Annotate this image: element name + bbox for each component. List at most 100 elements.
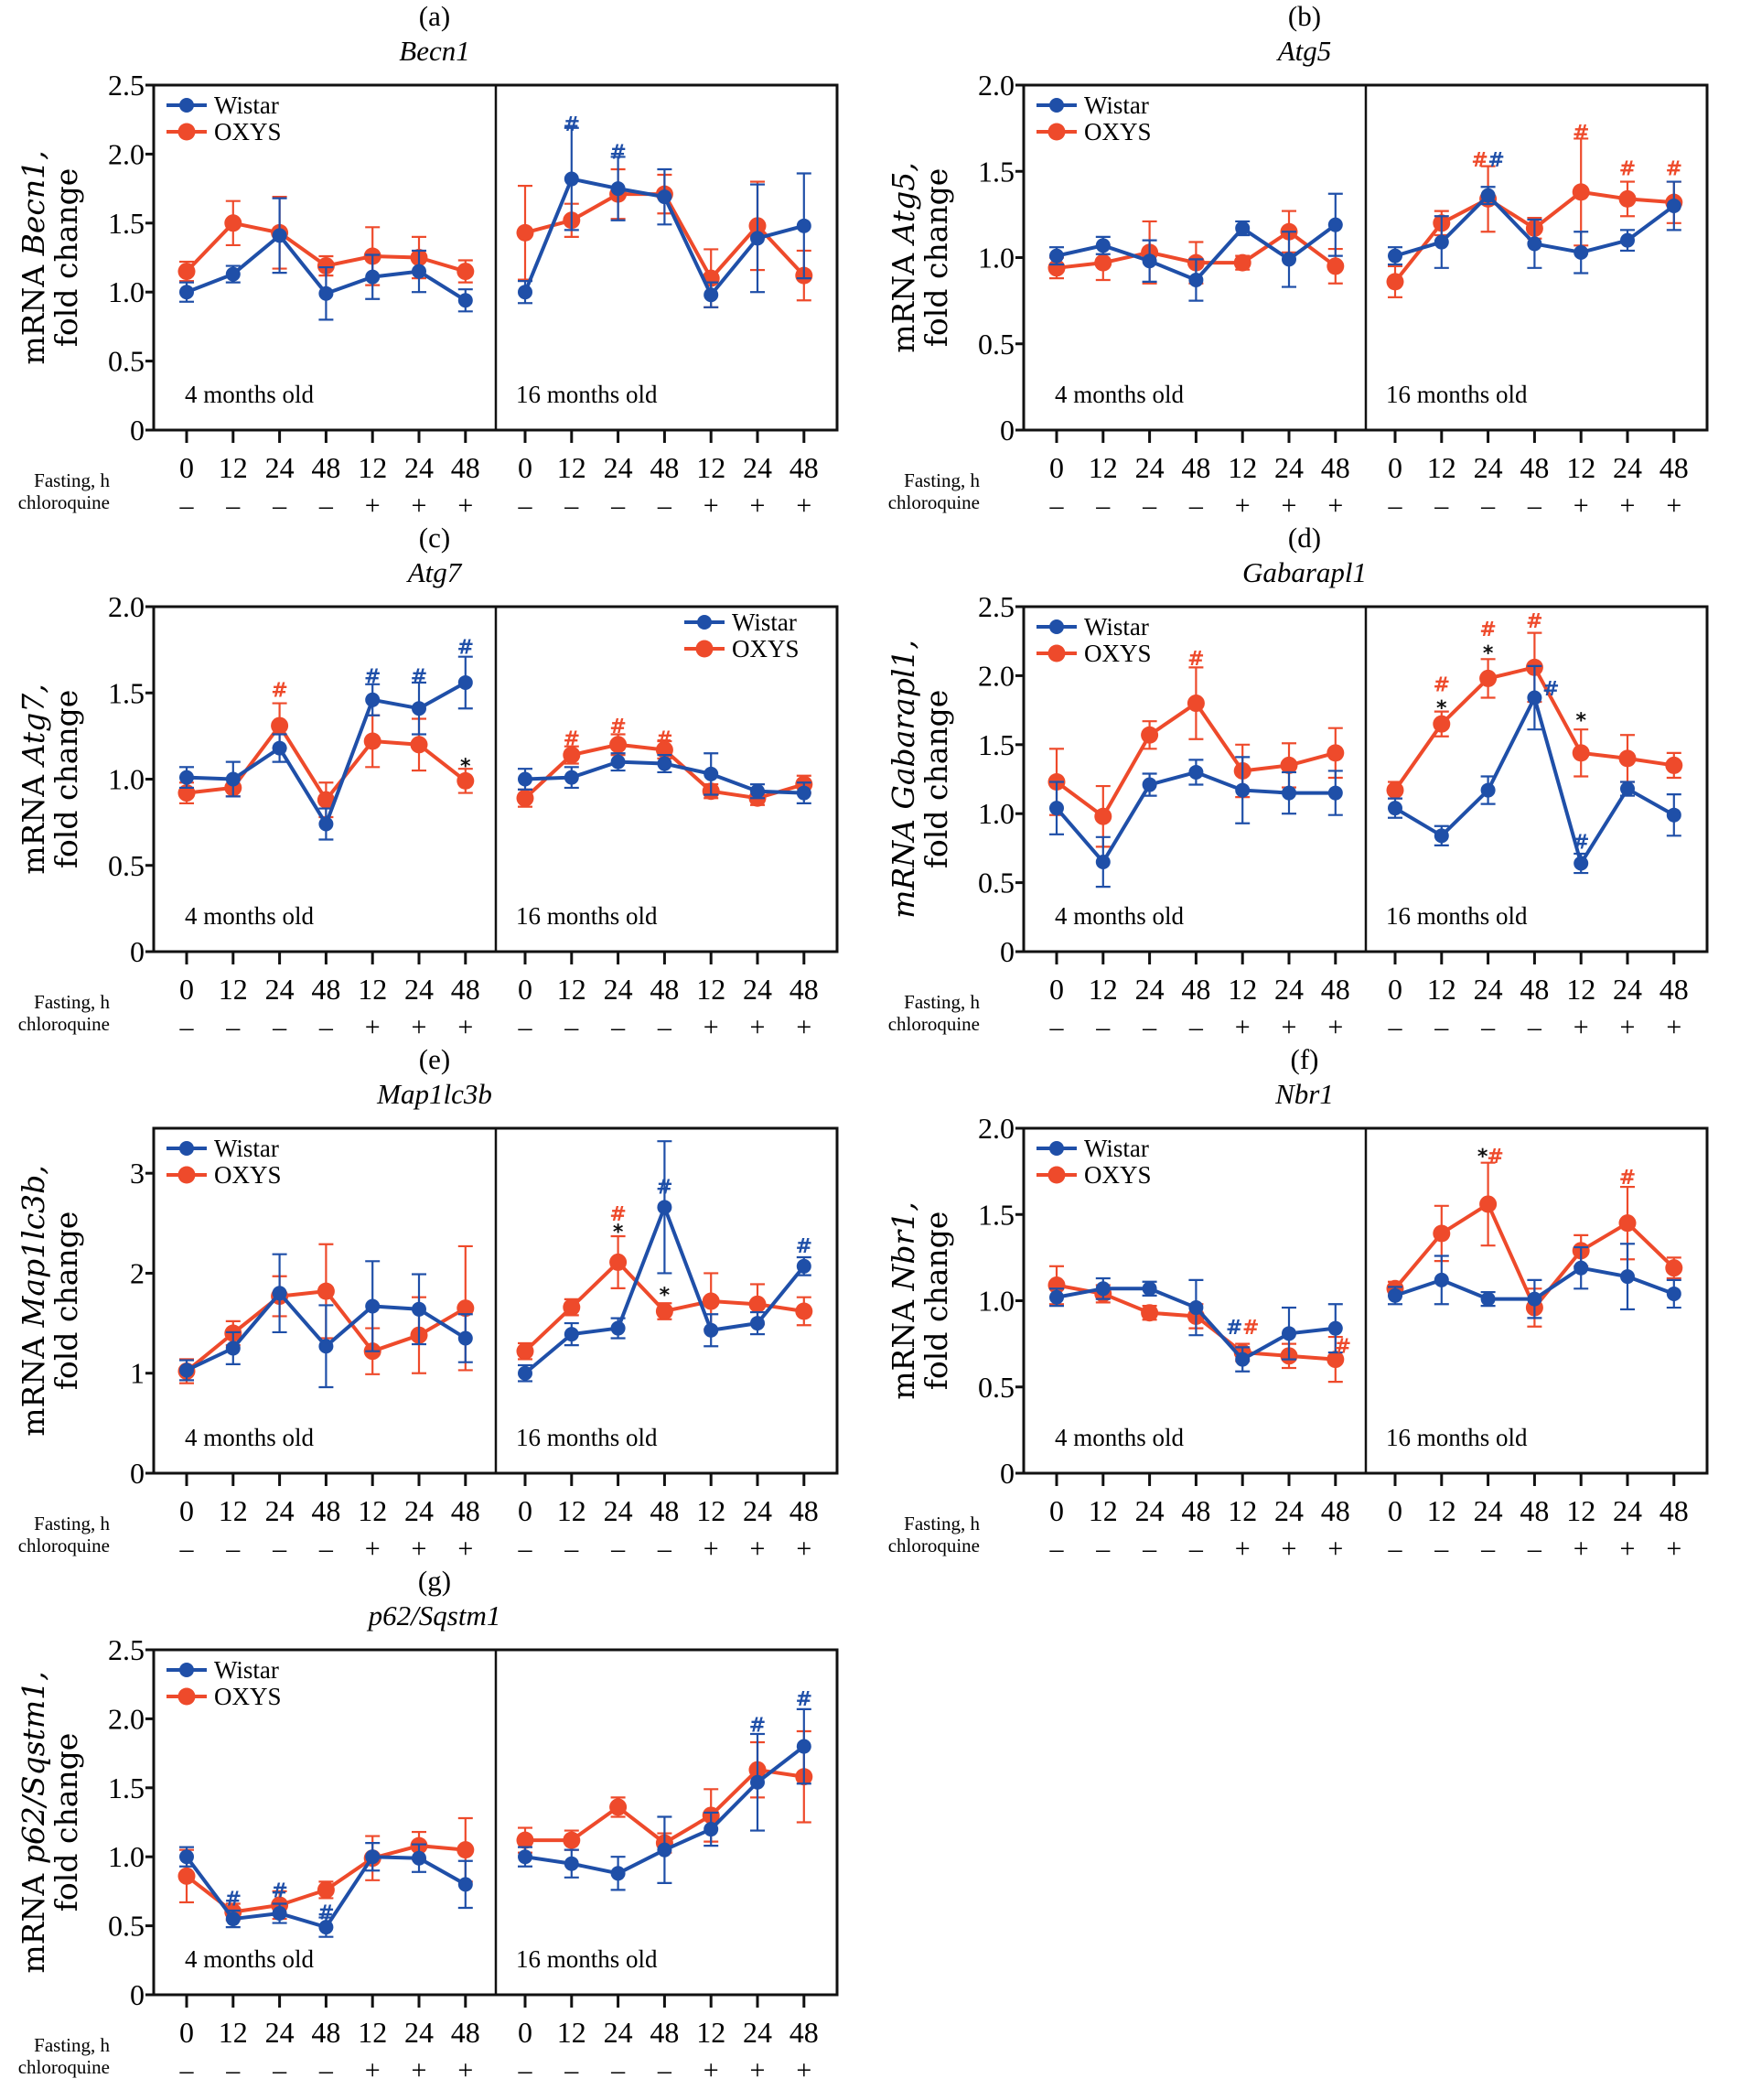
chloroquine-sign: + bbox=[796, 1012, 811, 1042]
data-point-oxys bbox=[609, 1798, 628, 1816]
x-tick-label: 12 bbox=[1566, 1494, 1595, 1527]
panel-letter: (b) bbox=[1288, 0, 1321, 32]
x-tick-label: 24 bbox=[265, 973, 295, 1006]
x-tick-label: 24 bbox=[404, 451, 434, 484]
data-point-wistar bbox=[318, 285, 334, 301]
significance-hash: # bbox=[271, 679, 287, 702]
data-point-wistar bbox=[704, 287, 719, 303]
data-point-wistar bbox=[1574, 1260, 1589, 1276]
x-tick-label: 24 bbox=[743, 451, 772, 484]
x-tick-label: 0 bbox=[179, 2016, 194, 2049]
x-tick-label: 12 bbox=[1566, 451, 1595, 484]
legend-marker-wistar bbox=[1049, 1141, 1064, 1156]
data-point-oxys bbox=[1141, 726, 1159, 744]
y-label-line1: mRNA Nbr1, bbox=[886, 1201, 921, 1400]
chart-svg: (d)Gabarapl1 mRNA Gabarapl1,fold change 0 0… bbox=[886, 522, 1709, 1042]
chloroquine-sign: – bbox=[1188, 1012, 1204, 1042]
chloroquine-sign: + bbox=[1574, 490, 1589, 521]
group-label-4-months: 4 months old bbox=[185, 1945, 315, 1973]
x-tick-label: 12 bbox=[1566, 973, 1595, 1006]
chloroquine-sign: – bbox=[1095, 1012, 1111, 1042]
chloroquine-sign: – bbox=[1388, 490, 1403, 521]
data-point-wistar bbox=[657, 1200, 672, 1215]
data-point-wistar bbox=[1142, 1281, 1157, 1297]
x-row-label-fasting: Fasting, h bbox=[904, 1513, 980, 1535]
legend-marker-oxys bbox=[177, 1687, 196, 1706]
data-point-oxys bbox=[795, 1302, 813, 1320]
data-point-oxys bbox=[1618, 189, 1637, 208]
data-point-oxys bbox=[1094, 807, 1112, 825]
x-tick-label: 12 bbox=[696, 2016, 725, 2049]
significance-star: * bbox=[1483, 642, 1494, 665]
y-label-line2: fold change bbox=[48, 1733, 84, 1912]
significance-star: * bbox=[460, 755, 471, 778]
significance-hash: # bbox=[411, 665, 427, 688]
legend-marker-wistar bbox=[1049, 619, 1064, 634]
significance-hash: # bbox=[564, 113, 580, 136]
data-point-wistar bbox=[1480, 782, 1496, 798]
legend-label-wistar: Wistar bbox=[214, 92, 279, 119]
y-label-line1: mRNA Gabarapl1, bbox=[886, 640, 921, 919]
chloroquine-sign: + bbox=[412, 2055, 427, 2085]
y-label-gene: p62/Sqstm1, bbox=[16, 1671, 51, 1864]
group-label-4-months: 4 months old bbox=[185, 902, 315, 930]
x-row-label-chloroquine: chloroquine bbox=[18, 2056, 110, 2078]
y-axis-label: mRNA Gabarapl1,fold change bbox=[886, 640, 954, 919]
data-point-oxys bbox=[1618, 749, 1637, 768]
chart-title: Atg7 bbox=[406, 556, 463, 588]
data-point-wistar bbox=[518, 285, 532, 300]
panel-e: (e) Map1lc3b mRNA Map1lc3b,fold change 0 1 2 3… bbox=[0, 1043, 870, 1565]
data-point-wistar bbox=[1282, 785, 1296, 801]
y-tick-label: 0 bbox=[130, 1457, 145, 1490]
series-wistar bbox=[179, 1140, 811, 1389]
y-label-gene: Nbr1, bbox=[886, 1201, 921, 1291]
x-tick-label: 0 bbox=[1049, 973, 1064, 1006]
data-point-oxys bbox=[1326, 257, 1345, 275]
chloroquine-sign: – bbox=[1480, 1012, 1496, 1042]
chloroquine-sign: – bbox=[1095, 490, 1111, 521]
x-row-label-fasting: Fasting, h bbox=[904, 469, 980, 491]
data-point-wistar bbox=[1620, 232, 1635, 248]
x-tick-label: 0 bbox=[518, 451, 532, 484]
data-point-oxys bbox=[1572, 183, 1590, 201]
chloroquine-sign: – bbox=[564, 2055, 579, 2085]
x-tick-label: 48 bbox=[1520, 1494, 1549, 1527]
chloroquine-sign: – bbox=[1049, 1534, 1065, 1564]
group-label-16-months: 16 months old bbox=[1386, 381, 1528, 408]
significance-hash: # bbox=[796, 1688, 812, 1711]
chloroquine-sign: + bbox=[1574, 1534, 1589, 1564]
x-tick-label: 48 bbox=[650, 1494, 679, 1527]
y-tick-label: 0 bbox=[1000, 414, 1015, 447]
data-point-wistar bbox=[1327, 785, 1343, 801]
chloroquine-sign: + bbox=[1282, 1534, 1297, 1564]
x-tick-label: 48 bbox=[1181, 451, 1210, 484]
y-tick-label: 0 bbox=[130, 414, 145, 447]
y-label-line2: fold change bbox=[918, 1212, 954, 1391]
data-point-oxys bbox=[1479, 1195, 1498, 1213]
x-tick-label: 24 bbox=[404, 973, 434, 1006]
chloroquine-sign: – bbox=[318, 2055, 334, 2085]
x-tick-label: 48 bbox=[311, 1494, 340, 1527]
data-point-oxys bbox=[1386, 781, 1404, 800]
significance-star: * bbox=[613, 1222, 624, 1244]
y-tick-label: 0.5 bbox=[978, 328, 1015, 361]
x-row-label-fasting: Fasting, h bbox=[34, 2034, 110, 2056]
chloroquine-sign: – bbox=[1434, 1012, 1449, 1042]
x-tick-label: 12 bbox=[1228, 1494, 1257, 1527]
y-axis-label: mRNA Atg7,fold change bbox=[16, 684, 84, 874]
chloroquine-sign: – bbox=[1480, 490, 1496, 521]
chloroquine-sign: + bbox=[750, 1534, 766, 1564]
chloroquine-sign: + bbox=[796, 490, 811, 521]
x-tick-label: 12 bbox=[358, 973, 387, 1006]
significance-hash: # bbox=[749, 1714, 766, 1737]
data-point-wistar bbox=[564, 770, 579, 785]
chloroquine-sign: – bbox=[1480, 1534, 1496, 1564]
data-point-oxys bbox=[516, 223, 534, 242]
data-point-wistar bbox=[610, 181, 626, 197]
chloroquine-sign: – bbox=[1527, 490, 1542, 521]
group-label-16-months: 16 months old bbox=[516, 902, 658, 930]
y-label-prefix: mRNA bbox=[16, 1327, 51, 1436]
data-point-wistar bbox=[365, 1298, 381, 1314]
